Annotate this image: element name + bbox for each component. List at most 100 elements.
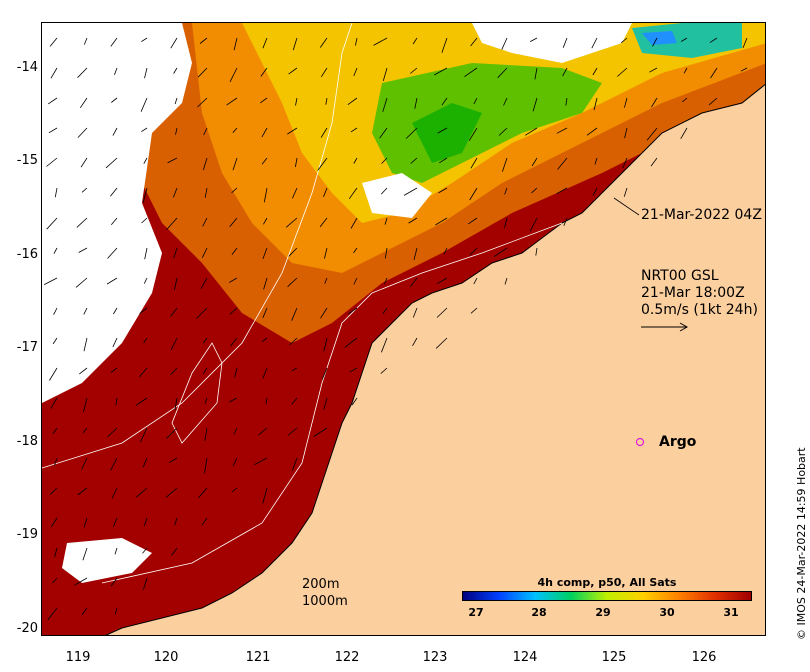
current-vector [263, 277, 268, 290]
current-vector [586, 127, 598, 136]
current-vector [473, 277, 478, 285]
argo-float-marker[interactable] [636, 438, 644, 446]
current-vector [464, 67, 478, 78]
current-vector [83, 337, 88, 352]
current-vector [229, 67, 238, 83]
current-vector [140, 97, 148, 112]
current-vector [405, 127, 418, 139]
contour-1000m-label: 1000m [302, 594, 348, 609]
current-vector [708, 97, 718, 106]
current-vector [263, 187, 268, 203]
current-vector [170, 337, 178, 351]
y-tick-label: -18 [16, 434, 38, 449]
current-vector [469, 247, 478, 256]
colorbar-title: 4h comp, p50, All Sats [537, 576, 677, 589]
current-vector [110, 217, 118, 225]
current-vector [171, 547, 178, 556]
current-vector [384, 247, 388, 259]
y-tick-label: -15 [16, 153, 38, 168]
current-vector [229, 277, 238, 283]
sst-field-green-dark [412, 103, 482, 163]
current-vector [473, 97, 478, 105]
sst-map[interactable] [41, 22, 766, 636]
current-vector [47, 97, 58, 105]
current-vector [319, 37, 328, 48]
current-vector [232, 457, 238, 467]
current-vector [438, 187, 448, 194]
current-vector [144, 517, 148, 527]
contour-200m-label: 200m [302, 577, 340, 592]
current-vector [353, 247, 358, 254]
current-vector [285, 217, 298, 228]
current-vector [141, 127, 148, 133]
current-vector [50, 397, 58, 409]
current-vector [200, 277, 208, 289]
current-vector [436, 307, 448, 318]
current-vector [202, 157, 208, 171]
contour-inner [171, 342, 223, 444]
current-vector [355, 37, 358, 46]
current-vector [409, 277, 418, 287]
current-vector [592, 187, 598, 196]
y-tick-label: -20 [16, 621, 38, 636]
current-vector [562, 37, 568, 48]
current-vector [470, 157, 478, 169]
current-vector [325, 97, 328, 105]
current-vector [138, 367, 148, 378]
current-vector [439, 157, 448, 164]
current-vector [174, 517, 178, 526]
current-vector [166, 217, 178, 230]
current-vector [81, 187, 88, 193]
current-vector [110, 37, 118, 47]
current-vector [504, 217, 508, 229]
current-vector [174, 97, 178, 105]
current-vector [77, 487, 88, 496]
y-tick-label: -17 [16, 340, 38, 355]
current-vector [233, 37, 238, 51]
current-vector [563, 217, 568, 227]
current-vector [468, 217, 478, 225]
no-data-west [42, 23, 192, 403]
current-vector [231, 247, 238, 255]
current-vector [232, 127, 238, 133]
current-vector [529, 217, 538, 232]
current-vector [382, 67, 388, 82]
current-vector [317, 157, 328, 171]
current-vector [53, 247, 58, 254]
current-vector [140, 427, 148, 443]
colorbar [462, 591, 752, 601]
swath-time-label: 21-Mar-2022 04Z [641, 207, 762, 223]
current-vector [324, 247, 328, 259]
current-vector [231, 187, 238, 194]
current-vector [196, 307, 208, 319]
current-vector [353, 157, 358, 164]
current-vector [110, 367, 118, 374]
y-tick-label: -14 [16, 60, 38, 75]
current-vector [617, 67, 628, 77]
current-vector [469, 187, 478, 201]
current-vector [254, 457, 268, 466]
current-vector [52, 577, 58, 584]
current-vector [594, 157, 598, 165]
current-vector [410, 157, 418, 164]
current-vector [204, 397, 208, 404]
current-vector [197, 97, 208, 108]
current-vector [142, 547, 148, 554]
current-vector [111, 487, 118, 499]
current-vector [323, 397, 328, 410]
current-vector [646, 127, 658, 141]
current-vector [106, 277, 118, 285]
current-vector [381, 337, 388, 353]
current-vector [201, 247, 208, 258]
current-vector [167, 157, 178, 164]
current-vector [79, 367, 88, 375]
current-vector [107, 427, 118, 438]
x-tick-label: 122 [334, 650, 360, 665]
current-vector [81, 607, 88, 616]
current-vector [265, 397, 268, 405]
colorbar-tick: 29 [595, 606, 611, 619]
current-vector [49, 367, 58, 381]
current-vector [291, 307, 298, 321]
argo-label: Argo [659, 434, 697, 450]
current-vector [143, 157, 148, 164]
